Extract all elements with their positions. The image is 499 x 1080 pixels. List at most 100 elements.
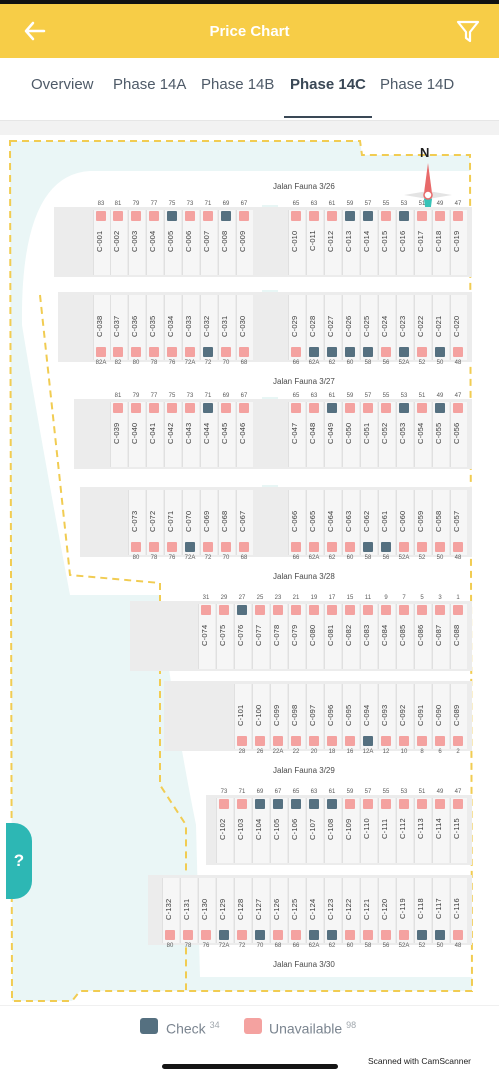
lot-c-001[interactable]: C-001 [93, 210, 110, 275]
lot-c-132[interactable]: C-132 [162, 878, 179, 943]
status-unavailable-marker[interactable] [167, 542, 177, 552]
lot-c-107[interactable]: C-107 [306, 798, 323, 863]
lot-c-008[interactable]: C-008 [218, 210, 235, 275]
lot-c-088[interactable]: C-088 [450, 604, 467, 669]
status-unavailable-marker[interactable] [453, 736, 463, 746]
lot-c-079[interactable]: C-079 [288, 604, 305, 669]
lot-c-112[interactable]: C-112 [396, 798, 413, 863]
lot-c-044[interactable]: C-044 [200, 402, 217, 467]
status-unavailable-marker[interactable] [239, 347, 249, 357]
lot-c-078[interactable]: C-078 [270, 604, 287, 669]
status-unavailable-marker[interactable] [417, 403, 427, 413]
status-unavailable-marker[interactable] [113, 211, 123, 221]
status-unavailable-marker[interactable] [113, 403, 123, 413]
status-unavailable-marker[interactable] [363, 403, 373, 413]
lot-c-118[interactable]: C-118 [414, 878, 431, 943]
status-unavailable-marker[interactable] [237, 799, 247, 809]
status-check-marker[interactable] [273, 799, 283, 809]
status-unavailable-marker[interactable] [291, 347, 301, 357]
lot-c-029[interactable]: C-029 [288, 295, 305, 360]
lot-c-014[interactable]: C-014 [360, 210, 377, 275]
lot-c-032[interactable]: C-032 [200, 295, 217, 360]
lot-c-080[interactable]: C-080 [306, 604, 323, 669]
home-indicator[interactable] [162, 1064, 338, 1069]
lot-c-096[interactable]: C-096 [324, 684, 341, 749]
lot-c-034[interactable]: C-034 [164, 295, 181, 360]
status-unavailable-marker[interactable] [453, 211, 463, 221]
status-unavailable-marker[interactable] [453, 930, 463, 940]
lot-c-057[interactable]: C-057 [450, 490, 467, 555]
lot-c-030[interactable]: C-030 [236, 295, 253, 360]
status-unavailable-marker[interactable] [453, 605, 463, 615]
lot-c-131[interactable]: C-131 [180, 878, 197, 943]
lot-c-025[interactable]: C-025 [360, 295, 377, 360]
lot-c-120[interactable]: C-120 [378, 878, 395, 943]
lot-c-028[interactable]: C-028 [306, 295, 323, 360]
status-unavailable-marker[interactable] [363, 605, 373, 615]
lot-c-071[interactable]: C-071 [164, 490, 181, 555]
lot-c-059[interactable]: C-059 [414, 490, 431, 555]
lot-c-017[interactable]: C-017 [414, 210, 431, 275]
status-check-marker[interactable] [237, 605, 247, 615]
status-unavailable-marker[interactable] [453, 542, 463, 552]
lot-c-124[interactable]: C-124 [306, 878, 323, 943]
status-unavailable-marker[interactable] [291, 930, 301, 940]
lot-c-123[interactable]: C-123 [324, 878, 341, 943]
status-unavailable-marker[interactable] [237, 930, 247, 940]
lot-c-121[interactable]: C-121 [360, 878, 377, 943]
lot-c-089[interactable]: C-089 [450, 684, 467, 749]
lot-c-060[interactable]: C-060 [396, 490, 413, 555]
status-unavailable-marker[interactable] [417, 605, 427, 615]
status-unavailable-marker[interactable] [255, 736, 265, 746]
lot-c-056[interactable]: C-056 [450, 402, 467, 467]
status-unavailable-marker[interactable] [149, 403, 159, 413]
status-check-marker[interactable] [345, 211, 355, 221]
lot-c-064[interactable]: C-064 [324, 490, 341, 555]
lot-c-072[interactable]: C-072 [146, 490, 163, 555]
lot-c-020[interactable]: C-020 [450, 295, 467, 360]
status-unavailable-marker[interactable] [381, 211, 391, 221]
lot-c-126[interactable]: C-126 [270, 878, 287, 943]
lot-c-040[interactable]: C-040 [128, 402, 145, 467]
status-unavailable-marker[interactable] [167, 347, 177, 357]
status-unavailable-marker[interactable] [201, 930, 211, 940]
back-button[interactable] [18, 16, 54, 46]
lot-c-109[interactable]: C-109 [342, 798, 359, 863]
lot-c-036[interactable]: C-036 [128, 295, 145, 360]
lot-c-083[interactable]: C-083 [360, 604, 377, 669]
status-check-marker[interactable] [219, 930, 229, 940]
status-unavailable-marker[interactable] [363, 930, 373, 940]
lot-c-117[interactable]: C-117 [432, 878, 449, 943]
lot-c-051[interactable]: C-051 [360, 402, 377, 467]
lot-c-086[interactable]: C-086 [414, 604, 431, 669]
tab-phase-14d[interactable]: Phase 14D [380, 76, 455, 93]
help-button[interactable]: ? [6, 823, 32, 899]
lot-c-122[interactable]: C-122 [342, 878, 359, 943]
lot-c-105[interactable]: C-105 [270, 798, 287, 863]
status-unavailable-marker[interactable] [309, 403, 319, 413]
status-check-marker[interactable] [363, 542, 373, 552]
lot-c-002[interactable]: C-002 [110, 210, 127, 275]
lot-c-061[interactable]: C-061 [378, 490, 395, 555]
lot-c-081[interactable]: C-081 [324, 604, 341, 669]
status-unavailable-marker[interactable] [345, 736, 355, 746]
status-check-marker[interactable] [435, 930, 445, 940]
status-unavailable-marker[interactable] [273, 930, 283, 940]
status-unavailable-marker[interactable] [399, 799, 409, 809]
status-unavailable-marker[interactable] [149, 347, 159, 357]
status-unavailable-marker[interactable] [165, 930, 175, 940]
status-check-marker[interactable] [327, 799, 337, 809]
tab-phase-14c[interactable]: Phase 14C [290, 76, 366, 93]
lot-c-026[interactable]: C-026 [342, 295, 359, 360]
status-unavailable-marker[interactable] [327, 542, 337, 552]
status-unavailable-marker[interactable] [453, 347, 463, 357]
status-unavailable-marker[interactable] [185, 347, 195, 357]
lot-c-058[interactable]: C-058 [432, 490, 449, 555]
lot-c-111[interactable]: C-111 [378, 798, 395, 863]
lot-c-046[interactable]: C-046 [236, 402, 253, 467]
status-unavailable-marker[interactable] [435, 736, 445, 746]
lot-c-024[interactable]: C-024 [378, 295, 395, 360]
filter-button[interactable] [453, 16, 483, 46]
lot-c-115[interactable]: C-115 [450, 798, 467, 863]
lot-c-031[interactable]: C-031 [218, 295, 235, 360]
